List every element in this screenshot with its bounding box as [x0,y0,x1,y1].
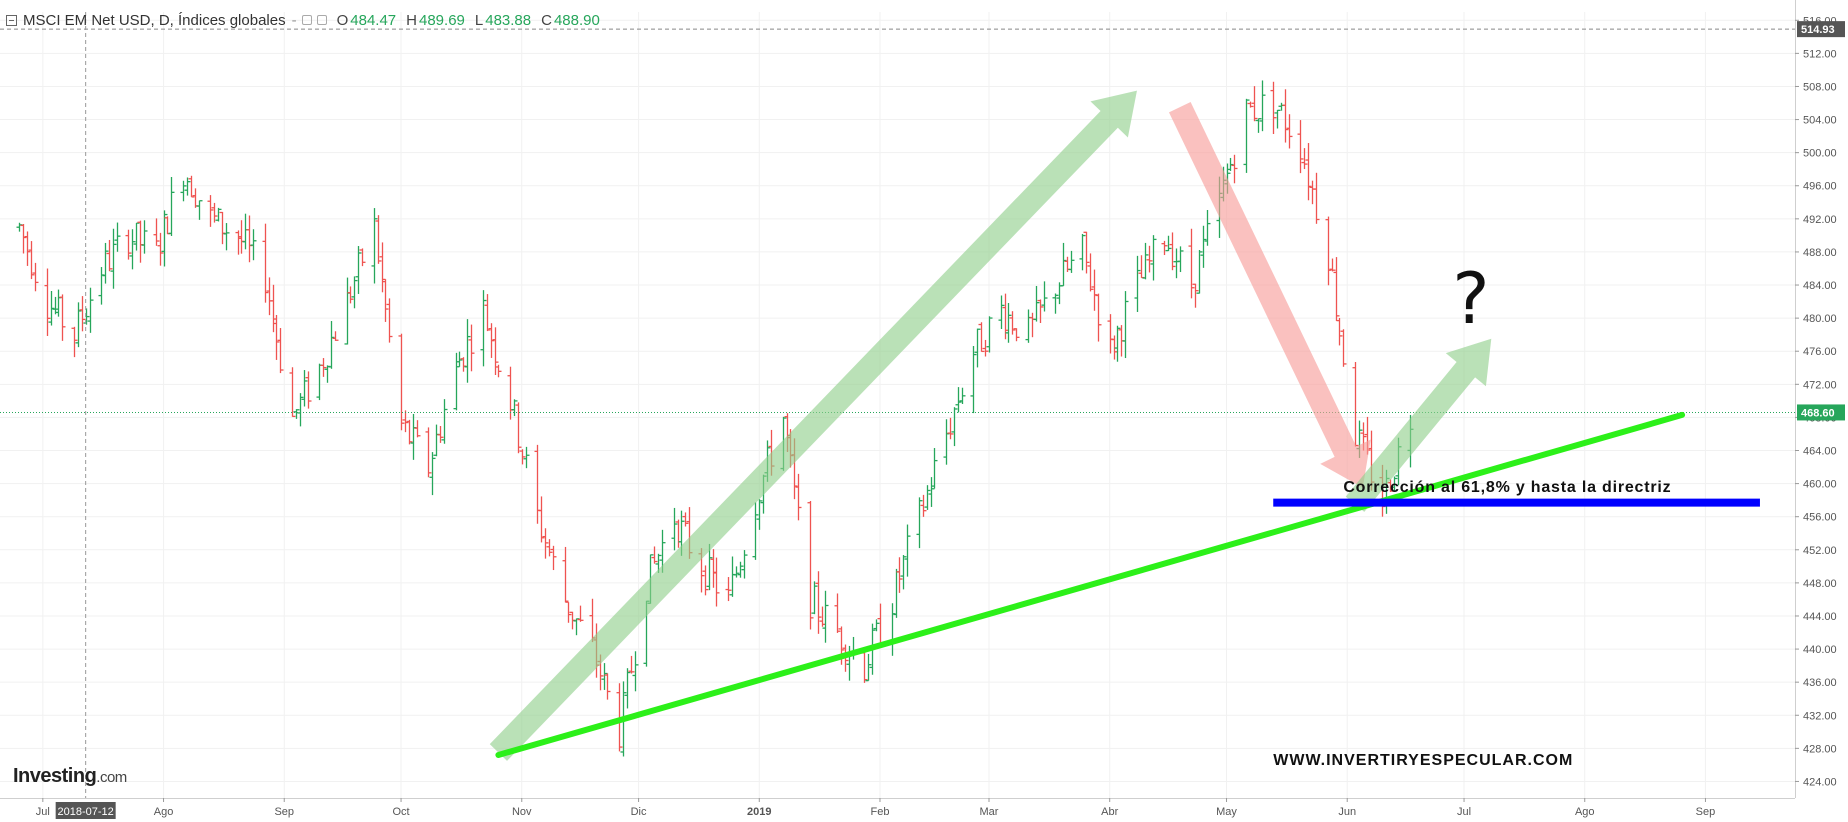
collapse-icon[interactable] [6,14,17,26]
logo-suffix: .com [96,769,127,786]
high-price-tag-bg [1797,21,1845,38]
time-tick-label: Abr [1101,806,1118,818]
high-value: 489.69 [419,11,465,29]
price-tick-label: 496.00 [1803,181,1837,193]
price-tick-label: 448.00 [1803,578,1837,590]
time-tick-label: Nov [512,806,532,818]
open-value: 484.47 [350,11,397,29]
last-price-tag-bg [1797,404,1845,421]
price-tick-label: 452.00 [1803,545,1837,557]
price-tick-label: 436.00 [1803,677,1837,689]
price-tick-label: 480.00 [1803,313,1837,325]
time-tick-label: Dic [631,806,647,818]
time-tick-label: Sep [1696,806,1716,818]
crosshair-date-tag: 2018-07-12 [58,806,114,818]
investing-logo: Investing.com [13,765,127,788]
price-tick-label: 484.00 [1803,280,1837,292]
time-tick-label: Sep [274,806,294,818]
price-tick-label: 508.00 [1803,81,1837,93]
crosshair-date-tag-bg [55,802,116,819]
time-tick-label: Ago [1575,806,1595,818]
time-tick-label: 2019 [747,806,771,818]
price-tick-label: 424.00 [1803,776,1837,788]
close-label: C [541,11,552,29]
time-tick-label: Jul [36,806,50,818]
close-icon[interactable] [316,15,327,25]
drawings: Corrección al 61,8% y hasta la directriz… [0,12,1795,798]
high-price-tag: 514.93 [1801,24,1835,36]
time-tick-label: Mar [980,806,999,818]
question-mark: ? [1452,258,1489,340]
price-tick-label: 460.00 [1803,479,1837,491]
time-tick-label: Oct [392,806,409,818]
logo-name: Investing [13,765,97,787]
support-trendline [495,411,1686,758]
symbol-title[interactable]: MSCI EM Net USD, D, Índices globales [23,11,286,29]
price-tick-label: 440.00 [1803,644,1837,656]
high-label: H [406,11,417,29]
low-value: 483.88 [485,11,532,29]
price-tick-label: 504.00 [1803,115,1837,127]
correction-arrow [1168,101,1371,488]
last-price-tag: 468.60 [1801,407,1835,419]
projection-arrow [1345,338,1492,512]
time-tick-label: Jun [1338,806,1356,818]
watermark-text: WWW.INVERTIRYESPECULAR.COM [1273,752,1573,769]
price-tick-label: 444.00 [1803,611,1837,623]
close-value: 488.90 [553,11,600,29]
price-tick-label: 476.00 [1803,346,1837,358]
legend-dash: - [291,11,297,29]
price-tick-label: 512.00 [1803,48,1837,60]
price-tick-label: 428.00 [1803,743,1837,755]
open-label: O [336,11,349,29]
time-tick-label: Jul [1457,806,1471,818]
time-tick-label: May [1216,806,1237,818]
price-tick-label: 456.00 [1803,512,1837,524]
low-label: L [474,11,484,29]
chart-legend: MSCI EM Net USD, D, Índices globales - O… [6,9,600,31]
uptrend-arrow [489,90,1137,761]
settings-icon[interactable] [301,15,312,25]
price-tick-label: 472.00 [1803,379,1837,391]
price-tick-label: 488.00 [1803,247,1837,259]
price-tick-label: 432.00 [1803,710,1837,722]
time-tick-label: Feb [870,806,889,818]
price-tick-label: 500.00 [1803,148,1837,160]
price-tick-label: 492.00 [1803,214,1837,226]
time-tick-label: Ago [154,806,174,818]
support-annotation: Corrección al 61,8% y hasta la directriz [1343,479,1671,496]
price-tick-label: 464.00 [1803,446,1837,458]
